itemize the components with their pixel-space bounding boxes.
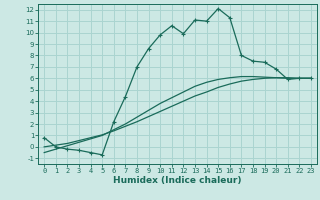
X-axis label: Humidex (Indice chaleur): Humidex (Indice chaleur)	[113, 176, 242, 185]
